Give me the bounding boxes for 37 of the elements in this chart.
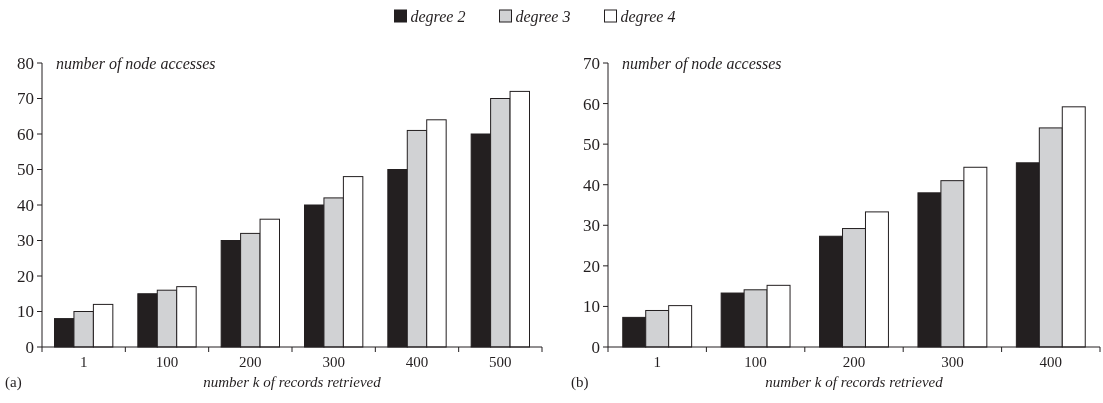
y-tick-label: 40 — [17, 195, 34, 215]
x-tick-label: 500 — [489, 354, 512, 370]
legend-label: degree 3 — [515, 7, 571, 26]
y-tick-label: 30 — [583, 216, 600, 236]
x-tick-label: 400 — [405, 354, 429, 370]
y-tick-label: 80 — [17, 53, 34, 73]
y-axis-title: number of node accesses — [622, 55, 782, 73]
y-axis-title: number of node accesses — [56, 55, 216, 73]
x-tick-label: 1 — [653, 354, 661, 370]
x-axis-title: number k of records retrieved — [203, 374, 382, 390]
y-tick-label: 0 — [25, 337, 34, 357]
x-tick-label: 200 — [842, 354, 866, 370]
x-tick-label: 300 — [941, 354, 964, 370]
y-tick-label: 10 — [17, 302, 34, 322]
x-tick-label: 200 — [239, 354, 262, 370]
y-tick-label: 20 — [583, 256, 600, 276]
y-tick-label: 20 — [17, 266, 34, 286]
y-tick-label: 50 — [583, 135, 600, 155]
y-tick-label: 60 — [583, 94, 600, 114]
y-tick-label: 70 — [583, 53, 600, 73]
y-tick-label: 60 — [17, 124, 34, 144]
x-tick-label: 1 — [79, 354, 88, 370]
y-tick-label: 40 — [583, 175, 600, 195]
x-tick-label: 100 — [744, 354, 767, 370]
y-tick-label: 70 — [17, 89, 34, 109]
x-tick-label: 400 — [1039, 354, 1063, 370]
x-tick-label: 300 — [322, 354, 345, 370]
x-axis-title: number k of records retrieved — [765, 374, 944, 390]
legend-label: degree 4 — [620, 7, 676, 26]
text: (b) — [571, 374, 589, 391]
y-tick-label: 50 — [17, 160, 34, 180]
text: (a) — [5, 374, 22, 391]
y-tick-label: 10 — [583, 297, 600, 317]
x-tick-label: 100 — [155, 354, 179, 370]
y-tick-label: 0 — [591, 337, 600, 357]
legend-label: degree 2 — [410, 7, 466, 26]
y-tick-label: 30 — [17, 231, 34, 251]
